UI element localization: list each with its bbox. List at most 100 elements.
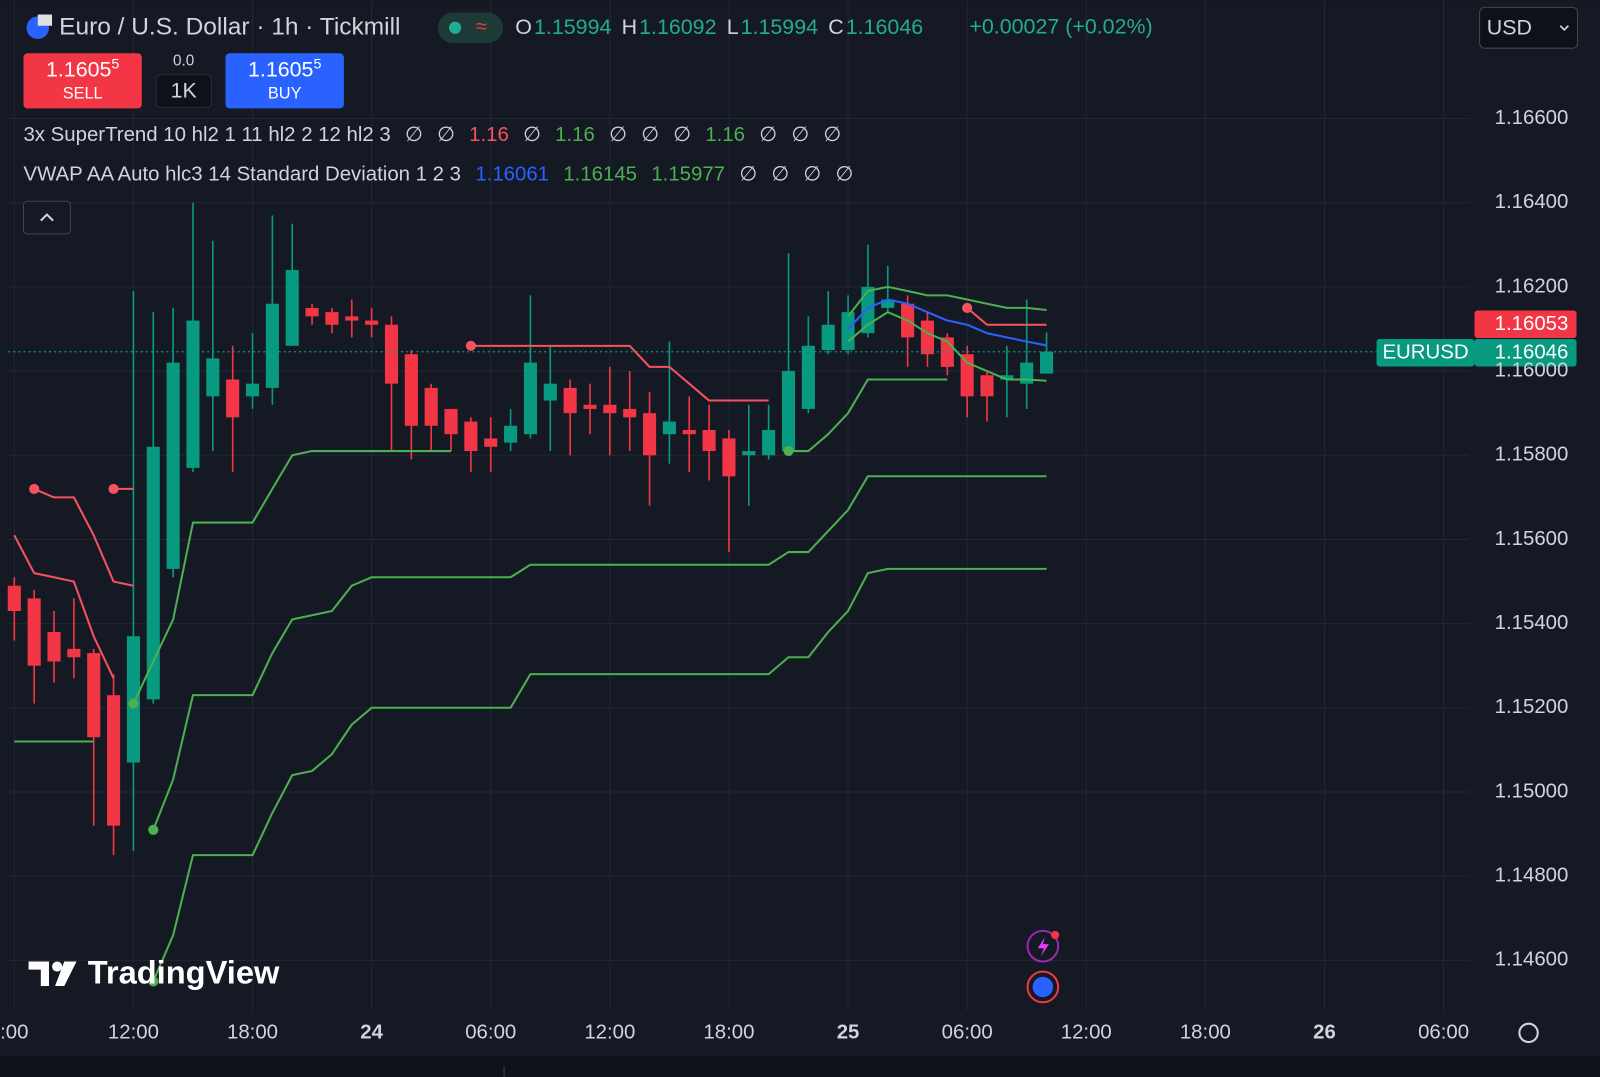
- logo: [28, 961, 77, 986]
- candle-body: [682, 429, 696, 435]
- symbol-label: EURUSD: [1382, 342, 1468, 364]
- buy-pip: 5: [313, 56, 321, 72]
- buy-price: 1.16055: [248, 56, 321, 81]
- candle-body: [404, 354, 418, 426]
- price-label-bg: [1474, 339, 1577, 367]
- candle-body: [722, 438, 736, 477]
- trend-start-marker: [128, 698, 139, 709]
- price-label: 1.16046: [1495, 342, 1569, 364]
- x-tick-label: 12:00: [1061, 1021, 1112, 1043]
- buy-price: 1.1605: [248, 57, 313, 81]
- candle-body: [762, 429, 776, 456]
- ohlc-value: 1.16046: [846, 14, 923, 38]
- legend-value: ∅: [803, 164, 821, 186]
- candle-body: [464, 421, 478, 452]
- market-status-dot: [448, 21, 462, 34]
- supertrend-legend[interactable]: 3x SuperTrend 10 hl2 1 11 hl2 2 12 hl2 3…: [23, 124, 841, 146]
- settings-button[interactable]: [1518, 1022, 1539, 1044]
- x-tick-label: 18:00: [227, 1021, 278, 1043]
- candle-body: [1040, 351, 1054, 374]
- sell-pip: 5: [111, 56, 119, 72]
- legend-value: 1.16: [555, 124, 595, 146]
- y-tick-label: 1.15200: [1495, 696, 1569, 718]
- sell-button[interactable]: [23, 53, 142, 109]
- candle-body: [384, 324, 399, 384]
- candle-body: [583, 404, 597, 409]
- ohlc-item: L1.15994: [727, 14, 818, 38]
- trend-start-marker: [108, 483, 119, 495]
- market-status[interactable]: [437, 12, 504, 44]
- x-tick-label: 26: [1313, 1021, 1336, 1043]
- candle-body: [642, 413, 657, 456]
- sell-price: 1.16055: [46, 56, 119, 81]
- candle-body: [861, 286, 875, 334]
- ohlc-item: C1.16046: [828, 14, 923, 38]
- ohlc-value: 1.15994: [534, 14, 611, 38]
- candle-body: [206, 358, 220, 397]
- market-status-icon: ≈: [476, 16, 487, 38]
- candle-body: [960, 354, 974, 397]
- sell-label: SELL: [63, 84, 103, 102]
- currency-select[interactable]: [1479, 6, 1579, 49]
- watermark: TradingView: [88, 953, 280, 990]
- trend-start-marker: [148, 976, 159, 987]
- indicator-line: [847, 298, 1047, 347]
- indicator-line: [14, 475, 1047, 831]
- candle-body: [1000, 375, 1014, 380]
- trend-start-marker: [962, 302, 973, 314]
- indicator-line: [13, 307, 1047, 679]
- ohlc-value: 1.15994: [741, 14, 818, 38]
- ohlc-label: H: [622, 14, 637, 38]
- candle-body: [424, 387, 438, 426]
- legend-value: 1.16: [705, 124, 745, 146]
- logo-mark: [28, 961, 49, 986]
- candle-body: [345, 316, 359, 321]
- candle-body: [47, 632, 61, 662]
- sell-price: 1.1605: [46, 57, 111, 81]
- vwap-legend[interactable]: VWAP AA Auto hlc3 14 Standard Deviation …: [23, 164, 853, 186]
- candle-body: [920, 320, 935, 355]
- legend-value: ∅: [739, 164, 757, 186]
- legend-title: 3x SuperTrend 10 hl2 1 11 hl2 2 12 hl2 3: [23, 124, 390, 146]
- candle-body: [146, 446, 160, 700]
- ohlc-legend: O1.15994 H1.16092 L1.15994 C1.16046: [515, 14, 923, 38]
- y-tick-label: 1.16200: [1495, 275, 1569, 297]
- candle-body: [7, 585, 21, 611]
- candle-body: [166, 362, 180, 569]
- candle-body: [801, 345, 815, 409]
- legend-value: 1.16061: [475, 164, 549, 186]
- ohlc-label: C: [828, 14, 843, 38]
- indicator-line: [152, 567, 1047, 982]
- candle-body: [107, 695, 121, 826]
- x-tick-label: 06:00: [942, 1021, 993, 1043]
- spread: 0.0: [173, 53, 194, 70]
- x-tick-label: 18:00: [703, 1021, 754, 1043]
- quantity-box[interactable]: [155, 74, 212, 108]
- event-badge: [1051, 930, 1060, 940]
- candle-body: [702, 429, 716, 452]
- legend-value: 1.15977: [651, 164, 725, 186]
- ohlc-label: O: [515, 14, 532, 38]
- price-label: 1.16053: [1495, 313, 1569, 335]
- candle-body: [781, 371, 796, 452]
- x-tick-label: 06:00: [465, 1021, 516, 1043]
- candle-body: [543, 383, 557, 401]
- collapse-button[interactable]: [22, 200, 71, 235]
- candle-body: [980, 375, 994, 397]
- logo-mark: [55, 961, 77, 986]
- buy-button[interactable]: [225, 53, 344, 109]
- indicator-line: [847, 285, 1047, 317]
- legend-title: VWAP AA Auto hlc3 14 Standard Deviation …: [23, 164, 461, 186]
- buy-label: BUY: [268, 84, 302, 102]
- candle-body: [504, 425, 518, 443]
- event-icon-glyph: [1037, 936, 1049, 957]
- y-tick-label: 1.16600: [1495, 107, 1569, 129]
- indicator-line: [847, 311, 1047, 382]
- ohlc-item: H1.16092: [622, 14, 717, 38]
- indicator-line: [33, 487, 134, 587]
- legend-value: 1.16: [469, 124, 509, 146]
- x-tick-label: 12:00: [108, 1021, 159, 1043]
- candle-body: [523, 362, 537, 435]
